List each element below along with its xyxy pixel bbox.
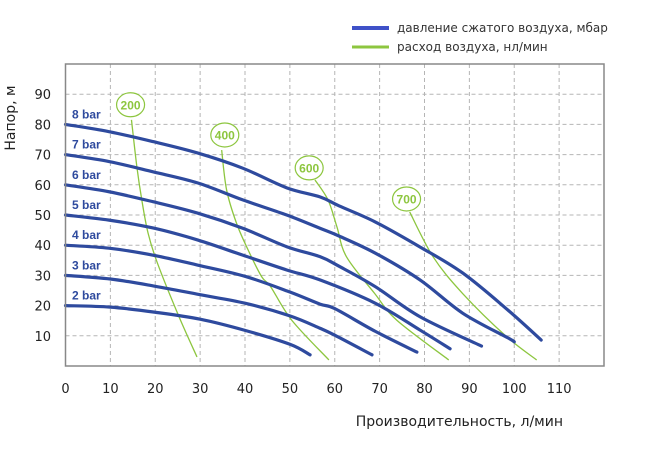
pressure-curve-8-bar: [63, 122, 543, 342]
y-tick-label: 10: [34, 330, 51, 345]
x-tick-label: 30: [192, 382, 209, 397]
tick-labels: 0 10 20 30 40 50 60 70 80 90 100 110 10 20 30 40 50 60 70 8…: [34, 88, 571, 397]
pressure-curve-label: 7 bar: [72, 138, 101, 152]
y-tick-label: 70: [34, 149, 51, 164]
x-tick-label: 80: [416, 382, 433, 397]
y-tick-label: 90: [34, 88, 51, 103]
pressure-curve-label: 5 bar: [72, 198, 101, 212]
x-tick-label: 60: [326, 382, 343, 397]
air-flow-label-circle: [210, 122, 240, 148]
air-flow-label: 600: [299, 161, 319, 175]
air-flow-label: 400: [215, 128, 235, 142]
plot-frame: [64, 63, 605, 367]
pressure-curve-2-bar: [63, 304, 312, 357]
pressure-curve-label: 6 bar: [72, 168, 101, 182]
x-tick-label: 70: [371, 382, 388, 397]
x-tick-label: 20: [147, 382, 164, 397]
legend-label-pressure: давление сжатого воздуха, мбар: [397, 21, 608, 35]
x-tick-label: 110: [547, 382, 572, 397]
y-tick-label: 80: [34, 118, 51, 133]
x-tick-label: 0: [61, 382, 69, 397]
legend-label-air: расход воздуха, нл/мин: [397, 40, 548, 54]
y-axis-label: Напор, м: [3, 85, 19, 150]
pressure-curve-7-bar: [63, 153, 516, 344]
x-axis-label: Производительность, л/мин: [356, 414, 563, 430]
y-tick-label: 20: [34, 300, 51, 315]
pressure-curve-label: 2 bar: [72, 289, 101, 303]
pressure-curve-5-bar: [63, 213, 452, 351]
x-tick-label: 40: [237, 382, 254, 397]
x-tick-label: 50: [282, 382, 299, 397]
y-tick-label: 40: [34, 239, 51, 254]
x-tick-label: 90: [461, 382, 478, 397]
pressure-curve-6-bar: [63, 183, 484, 348]
series-layer: 200 400 600 700 8 bar 7 bar 6 bar 5 bar 4 bar 3 b…: [63, 92, 543, 361]
pressure-curve-label: 4 bar: [72, 228, 101, 242]
air-flow-label-circle: [294, 155, 324, 181]
grid: [65, 64, 604, 366]
x-tick-label: 100: [502, 382, 527, 397]
air-flow-label-circle: [115, 92, 146, 118]
y-tick-label: 50: [34, 209, 51, 224]
legend: давление сжатого воздуха, мбар расход во…: [352, 21, 608, 54]
pressure-curve-4-bar: [63, 243, 419, 354]
air-flow-curve-700: [409, 211, 538, 361]
x-tick-label: 10: [102, 382, 119, 397]
pressure-curve-label: 8 bar: [72, 107, 101, 121]
y-tick-label: 60: [34, 179, 51, 194]
air-flow-label: 200: [121, 98, 141, 112]
pressure-curve-3-bar: [63, 273, 374, 357]
y-tick-label: 30: [34, 269, 51, 284]
air-flow-label: 700: [397, 192, 417, 206]
pressure-curve-label: 3 bar: [72, 258, 101, 272]
air-flow-label-circle: [391, 186, 422, 212]
